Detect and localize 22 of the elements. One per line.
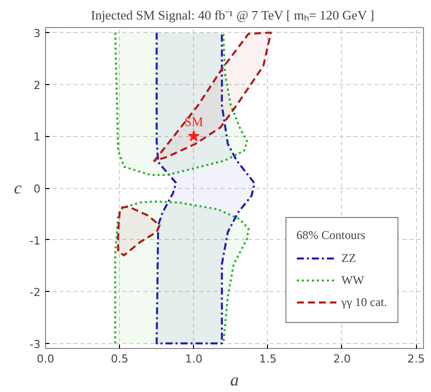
legend-label: ZZ <box>341 250 358 266</box>
chart-title: Injected SM Signal: 40 fb⁻¹ @ 7 TeV [ mₕ= 120 GeV ] <box>90 8 374 22</box>
annotation: SM <box>184 114 204 130</box>
y-tick-label: -1 <box>30 234 40 248</box>
y-axis-title: c <box>14 178 22 198</box>
y-tick-label: 2 <box>34 78 40 92</box>
y-tick-label: 0 <box>34 182 40 196</box>
x-tick-label: 0.0 <box>36 352 54 366</box>
line-series <box>156 32 256 344</box>
legend-label: γγ 10 cat. <box>341 294 387 310</box>
legend-label: WW <box>341 272 364 288</box>
y-tick-label: 1 <box>34 130 40 144</box>
x-tick-label: 2.0 <box>333 352 351 366</box>
x-tick-label: 2.5 <box>407 352 425 366</box>
legend-title: 68% Contours <box>296 228 366 243</box>
x-axis-title: a <box>230 370 239 390</box>
x-tick-label: 0.5 <box>110 352 128 366</box>
y-tick-label: -2 <box>30 286 40 300</box>
x-tick-label: 1.5 <box>259 352 277 366</box>
x-tick-label: 1.0 <box>184 352 202 366</box>
y-tick-label: -3 <box>30 338 40 351</box>
y-tick-label: 3 <box>34 27 40 40</box>
